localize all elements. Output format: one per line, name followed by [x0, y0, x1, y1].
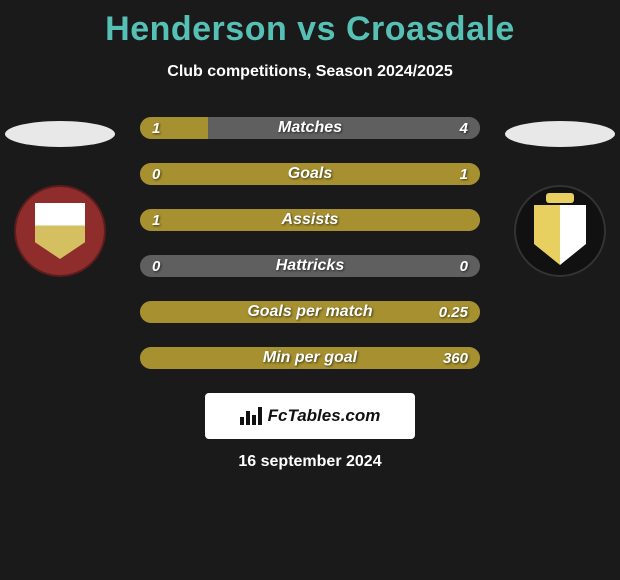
right-club-badge-icon — [514, 185, 606, 277]
right-player-avatar — [505, 121, 615, 147]
stat-row: 360Min per goal — [140, 347, 480, 369]
brand-box: FcTables.com — [205, 393, 415, 439]
footer: FcTables.com 16 september 2024 — [0, 393, 620, 471]
left-club-badge-icon — [14, 185, 106, 277]
brand-text: FcTables.com — [268, 406, 381, 426]
comparison-content: 14Matches 01Goals 1Assists 00Hattricks 0.25G… — [0, 117, 620, 369]
page-title: Henderson vs Croasdale — [0, 0, 620, 49]
stat-bars: 14Matches 01Goals 1Assists 00Hattricks 0.25G… — [140, 117, 480, 369]
stat-label: Goals — [140, 163, 480, 185]
stat-row: 0.25Goals per match — [140, 301, 480, 323]
stat-row: 00Hattricks — [140, 255, 480, 277]
stat-row: 01Goals — [140, 163, 480, 185]
left-player-avatar — [5, 121, 115, 147]
stat-row: 1Assists — [140, 209, 480, 231]
stat-label: Matches — [140, 117, 480, 139]
stat-label: Goals per match — [140, 301, 480, 323]
stat-label: Assists — [140, 209, 480, 231]
subtitle: Club competitions, Season 2024/2025 — [0, 63, 620, 81]
stat-label: Hattricks — [140, 255, 480, 277]
brand-logo-icon — [240, 407, 262, 425]
left-player-zone — [0, 117, 120, 277]
stat-label: Min per goal — [140, 347, 480, 369]
stat-row: 14Matches — [140, 117, 480, 139]
date-text: 16 september 2024 — [238, 453, 381, 471]
right-player-zone — [500, 117, 620, 277]
